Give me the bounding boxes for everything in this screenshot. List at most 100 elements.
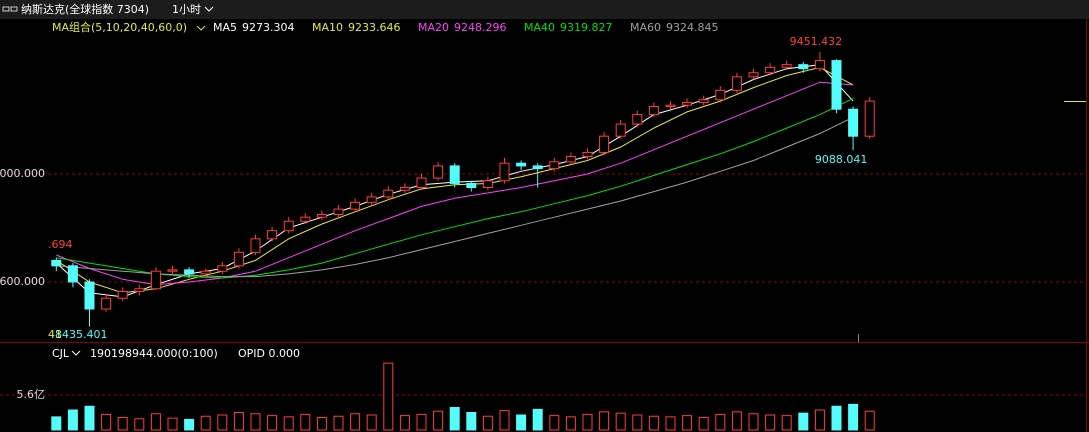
volume-bar <box>67 409 78 431</box>
volume-bar <box>101 413 112 431</box>
candle-body <box>715 89 726 101</box>
chevron[interactable] <box>71 350 81 356</box>
candle-body <box>698 99 709 103</box>
candle-body <box>781 64 792 68</box>
volume-info: 190198944.000(0:100) <box>90 347 218 360</box>
volume-bar <box>433 410 444 431</box>
period[interactable]: 1小时 <box>172 3 201 16</box>
candle-body <box>283 220 294 232</box>
volume-bar <box>167 417 178 431</box>
candle-body <box>831 60 842 110</box>
volume-bar <box>715 413 726 431</box>
annotation: .694 <box>48 238 73 251</box>
volume-bar <box>665 416 676 431</box>
candle-body <box>300 216 311 222</box>
candle-body <box>366 196 377 203</box>
volume-bar <box>449 407 460 431</box>
candle-body <box>433 165 444 179</box>
candle-body <box>615 123 626 137</box>
legend-name: MA60 <box>630 21 661 34</box>
volume-bar <box>516 414 527 431</box>
volume-bar <box>233 412 244 431</box>
candle-body <box>516 162 527 167</box>
high-label: 9451.432 <box>790 35 843 48</box>
candle-body <box>648 106 659 116</box>
y-tick-label: 9000.000 <box>0 167 45 180</box>
volume-bar <box>848 403 859 431</box>
volume-bar <box>864 410 875 431</box>
legend-value: 9273.304 <box>242 21 295 34</box>
candle-body <box>748 72 759 78</box>
chevron[interactable] <box>196 25 206 31</box>
annotation: 41 <box>48 328 62 341</box>
candle-body <box>101 297 112 310</box>
legend-value: 9324.845 <box>666 21 719 34</box>
volume-extra: OPID 0.000 <box>238 347 300 360</box>
legend-entry: MA5 9273.304 <box>213 21 295 34</box>
volume-bar <box>632 414 643 431</box>
volume-bar <box>399 415 410 431</box>
volume-bar <box>416 413 427 431</box>
candle-body <box>532 165 543 170</box>
volume-bar <box>316 417 327 431</box>
legend-value: 9319.827 <box>560 21 613 34</box>
candle-body <box>499 162 510 182</box>
volume-bar <box>648 415 659 431</box>
candle-body <box>665 104 676 108</box>
volume-bar <box>283 416 294 431</box>
candle-body <box>549 161 560 170</box>
candle-body <box>267 230 278 240</box>
candle-body <box>632 114 643 125</box>
candle-body <box>217 265 228 272</box>
y-tick-label: 8600.000 <box>0 275 45 288</box>
ma-line <box>56 81 854 286</box>
volume-bar <box>217 414 228 431</box>
candle-body <box>798 64 809 70</box>
volume-bar <box>250 413 261 431</box>
volume-bar <box>466 412 477 431</box>
candle-body <box>333 208 344 216</box>
candle-body <box>682 101 693 106</box>
volume-bar <box>383 362 394 431</box>
icon <box>2 6 10 12</box>
candle-body <box>399 187 410 191</box>
candle-body <box>134 288 145 292</box>
volume-bar <box>765 414 776 431</box>
indicator[interactable]: MA组合(5,10,20,40,60,0) <box>52 20 187 34</box>
legend-name: MA20 <box>418 21 449 34</box>
candle-body <box>184 269 195 275</box>
volume-bar <box>532 408 543 431</box>
volume-bar <box>781 415 792 431</box>
title: 纳斯达克(全球指数 7304) <box>21 2 149 16</box>
legend-entry: MA10 9233.646 <box>312 21 401 34</box>
candle-body <box>416 177 427 189</box>
chevron[interactable] <box>204 6 214 12</box>
icon <box>10 6 18 12</box>
volume-bar <box>134 418 145 431</box>
volume-bar <box>333 415 344 431</box>
volume-bar <box>499 410 510 431</box>
legend-entry: MA40 9319.827 <box>524 21 613 34</box>
volume-bar <box>798 412 809 431</box>
candle-body <box>449 165 460 184</box>
volume-bar <box>350 413 361 431</box>
volume-bar <box>814 409 825 431</box>
candle-body <box>482 180 493 189</box>
volume-bar <box>300 413 311 431</box>
candle-body <box>350 201 361 210</box>
volume-bar <box>366 414 377 431</box>
candle-body <box>150 270 161 290</box>
volume-bar <box>117 417 128 431</box>
volume-bar <box>682 415 693 431</box>
candle-body <box>599 135 610 153</box>
candle-body <box>848 108 859 137</box>
candle-body <box>383 189 394 198</box>
candle-body <box>250 238 261 253</box>
legend-name: MA5 <box>213 21 237 34</box>
volume-bar <box>482 415 493 431</box>
candle-body <box>466 182 477 189</box>
volume-bar <box>200 415 211 431</box>
volume-bar <box>51 416 62 431</box>
